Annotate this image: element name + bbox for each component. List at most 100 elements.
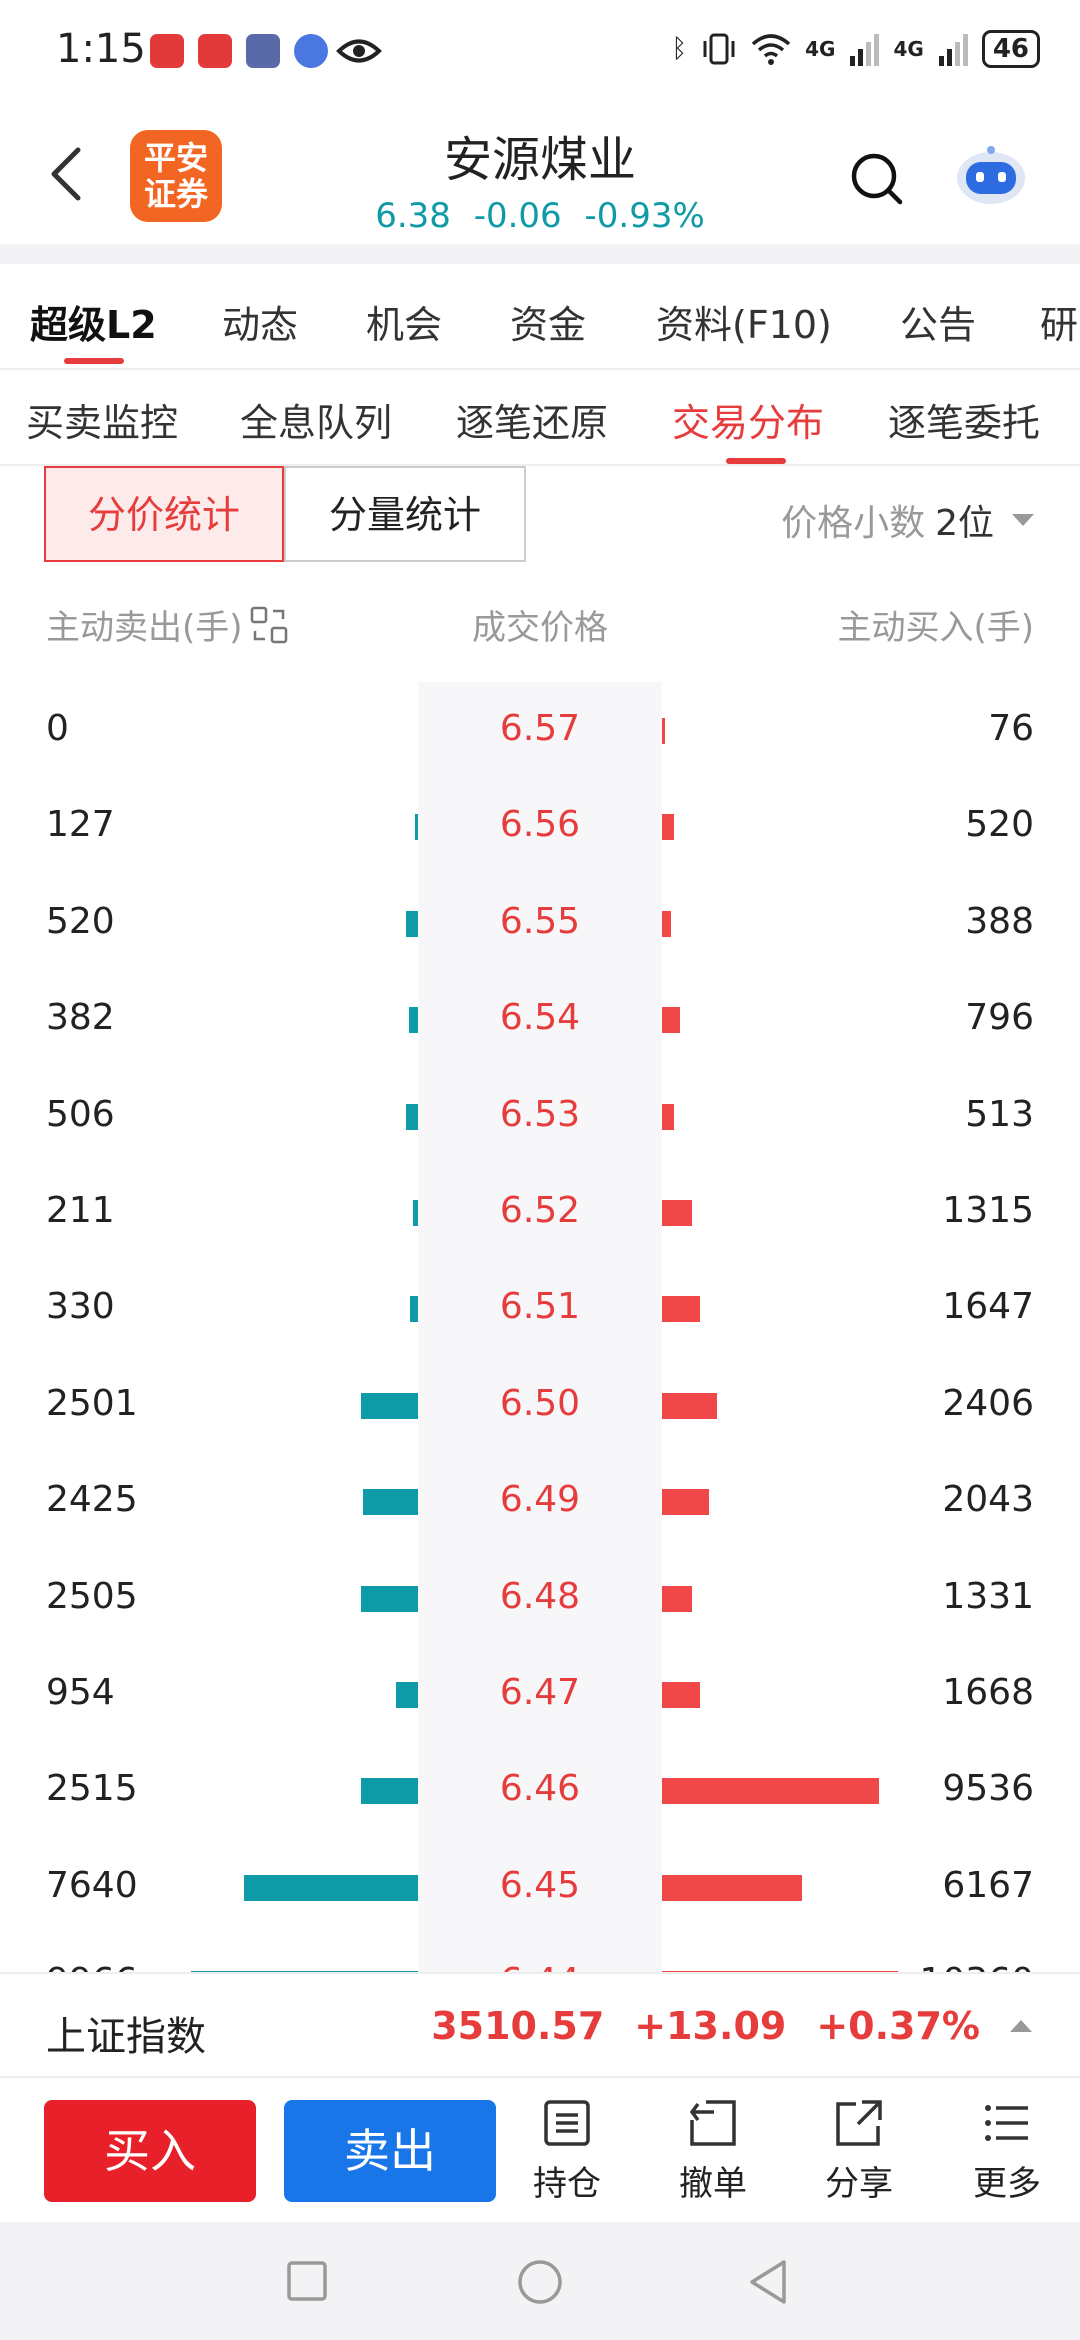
sell-button[interactable]: 卖出: [284, 2100, 496, 2202]
positions-button[interactable]: 持仓: [512, 2098, 622, 2205]
trade-price: 6.54: [499, 997, 581, 1039]
buy-volume-bar: [662, 1200, 692, 1226]
battery-indicator: 46: [981, 30, 1040, 68]
broker-logo: 平安 证券: [130, 130, 222, 222]
tab-news[interactable]: 动态: [222, 303, 299, 347]
stats-toggle: 分价统计 分量统计: [44, 466, 526, 564]
tab-research[interactable]: 研: [1040, 303, 1079, 347]
status-bar: 1:15 ᛒ 4G 4G 46: [0, 0, 1080, 104]
subtab-tick-orders[interactable]: 逐笔委托: [888, 401, 1041, 445]
positions-label: 持仓: [533, 2164, 601, 2204]
buy-volume-bar: [662, 718, 665, 744]
sell-volume-bar: [360, 1778, 418, 1805]
buy-volume: 513: [965, 1093, 1034, 1135]
cancel-order-label: 撤单: [679, 2164, 747, 2204]
sell-volume-bar: [409, 1007, 418, 1034]
trade-price: 6.57: [499, 708, 581, 749]
tab-funds[interactable]: 资金: [510, 303, 587, 347]
sell-volume-bar: [406, 1103, 418, 1130]
cancel-order-button[interactable]: 撤单: [658, 2098, 768, 2205]
stock-change-pct: -0.93%: [584, 196, 705, 236]
table-row: 954 6.47 1668: [0, 1646, 1080, 1742]
subtab-full-queue[interactable]: 全息队列: [240, 401, 393, 445]
search-icon[interactable]: [848, 150, 904, 206]
share-button[interactable]: 分享: [804, 2098, 914, 2205]
sell-volume-bar: [190, 1971, 418, 1972]
price-stats-button[interactable]: 分价统计: [44, 466, 284, 562]
stock-price: 6.38: [375, 196, 451, 236]
column-header-price: 成交价格: [472, 608, 608, 648]
table-row: 506 6.53 513: [0, 1068, 1080, 1164]
home-icon[interactable]: [516, 2258, 564, 2306]
buy-volume-bar: [662, 1103, 674, 1130]
sell-volume: 2425: [46, 1479, 138, 1521]
music-notification-icon: [294, 34, 328, 68]
recent-apps-icon[interactable]: [286, 2260, 328, 2302]
table-row: 520 6.55 388: [0, 875, 1080, 971]
buy-button[interactable]: 买入: [44, 2100, 256, 2202]
buy-volume: 2406: [942, 1382, 1034, 1424]
subtab-order-monitor[interactable]: 买卖监控: [26, 401, 179, 445]
chevron-up-icon[interactable]: [1010, 2020, 1032, 2032]
buy-volume-bar: [662, 1296, 700, 1323]
trade-price: 6.49: [499, 1479, 581, 1521]
trade-price: 6.56: [499, 804, 581, 846]
price-decimal-selector[interactable]: 价格小数 2位: [781, 494, 1034, 546]
swap-columns-icon[interactable]: [249, 605, 289, 645]
tab-f10[interactable]: 资料(F10): [656, 303, 832, 347]
subtab-trade-distribution[interactable]: 交易分布: [672, 401, 825, 445]
status-time: 1:15: [56, 26, 146, 72]
column-header-sell: 主动卖出(手): [46, 600, 289, 649]
sell-volume: 211: [46, 1190, 115, 1231]
table-row: 330 6.51 1647: [0, 1260, 1080, 1356]
logo-text: 证券: [143, 175, 208, 213]
table-row: 127 6.56 520: [0, 778, 1080, 874]
subtab-tick-replay[interactable]: 逐笔还原: [456, 401, 609, 445]
column-header-buy: 主动买入(手): [837, 608, 1034, 648]
vibrate-icon: [703, 33, 735, 65]
buy-volume: 388: [965, 900, 1034, 942]
buy-volume: 10360: [919, 1961, 1034, 1972]
buy-volume: 76: [988, 708, 1034, 749]
network-label: 4G: [893, 37, 924, 61]
sell-column-label: 主动卖出(手): [46, 608, 243, 648]
sell-volume: 9966: [46, 1961, 138, 1972]
robot-assistant-icon[interactable]: [954, 144, 1028, 208]
divider: [0, 368, 1080, 370]
price-column-band: [418, 682, 662, 1972]
table-row: 211 6.52 1315: [0, 1164, 1080, 1260]
index-ticker[interactable]: 上证指数 3510.57 +13.09 +0.37%: [0, 1972, 1080, 2078]
sell-volume-bar: [360, 1585, 418, 1612]
sell-volume: 2501: [46, 1382, 138, 1424]
trade-price: 6.44: [418, 1961, 662, 1972]
app-notification-icon: [150, 34, 184, 68]
decimal-value: 2位: [935, 503, 994, 544]
index-values: 3510.57 +13.09 +0.37%: [431, 2004, 1032, 2048]
buy-volume: 1668: [942, 1672, 1034, 1713]
divider: [0, 464, 1080, 466]
tab-announcements[interactable]: 公告: [900, 303, 977, 347]
tab-super-l2[interactable]: 超级L2: [30, 303, 157, 347]
buy-volume: 796: [965, 997, 1034, 1039]
cancel-order-icon: [689, 2100, 736, 2146]
buy-volume-bar: [662, 1682, 700, 1708]
more-button[interactable]: 更多: [952, 2098, 1062, 2205]
network-label: 4G: [805, 37, 836, 61]
settings-notification-icon: [246, 34, 280, 68]
share-icon: [836, 2100, 882, 2146]
volume-stats-button[interactable]: 分量统计: [284, 466, 526, 562]
table-row: 382 6.54 796: [0, 971, 1080, 1067]
back-nav-icon[interactable]: [746, 2258, 790, 2306]
stock-quote: 6.38 -0.06 -0.93%: [0, 196, 1080, 236]
sell-volume-bar: [413, 1200, 418, 1226]
sell-volume: 382: [46, 997, 115, 1039]
buy-volume: 1331: [942, 1575, 1034, 1617]
stock-name: 安源煤业: [443, 132, 636, 188]
buy-volume: 520: [965, 804, 1034, 846]
wifi-icon: [751, 34, 791, 65]
tab-opportunity[interactable]: 机会: [366, 303, 443, 347]
buy-volume: 1647: [942, 1286, 1034, 1328]
main-tabs: 超级L2 动态 机会 资金 资料(F10) 公告 研: [0, 264, 1080, 368]
share-label: 分享: [825, 2164, 893, 2204]
back-arrow-icon[interactable]: [46, 144, 86, 204]
